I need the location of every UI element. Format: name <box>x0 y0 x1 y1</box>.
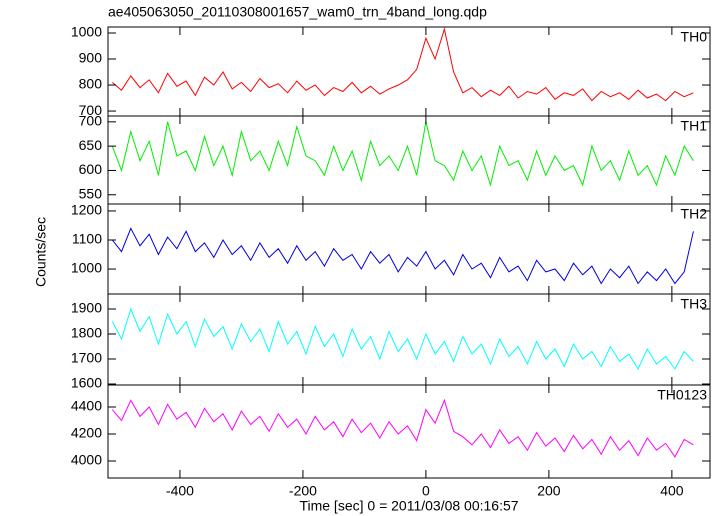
x-tick-label: 400 <box>660 483 684 499</box>
data-line <box>111 398 694 458</box>
y-tick-label: 900 <box>79 50 103 66</box>
data-line <box>111 227 694 285</box>
y-tick-label: 700 <box>79 113 103 129</box>
x-tick-label: 200 <box>537 483 561 499</box>
y-tick-label: 1100 <box>72 231 102 247</box>
series-label: TH2 <box>681 206 708 222</box>
y-tick-label: 1800 <box>71 325 102 341</box>
y-tick-label: 700 <box>79 102 103 118</box>
panel-frame <box>107 384 711 479</box>
data-line <box>111 121 694 187</box>
y-tick-label: 800 <box>79 76 103 92</box>
panel-frame <box>107 293 711 386</box>
panel-frame <box>107 26 711 117</box>
data-line <box>111 307 694 371</box>
x-tick-label: 0 <box>422 483 430 499</box>
chart-title: ae405063050_20110308001657_wam0_trn_4ban… <box>108 4 487 20</box>
series-label: TH0123 <box>657 387 707 403</box>
x-tick-label: -200 <box>289 483 317 499</box>
y-tick-label: 1700 <box>71 350 102 366</box>
y-tick-label: 550 <box>79 185 103 201</box>
data-line <box>111 27 694 102</box>
y-tick-label: 4400 <box>71 398 102 414</box>
y-tick-label: 650 <box>79 137 103 153</box>
series-label: TH3 <box>681 296 708 312</box>
y-tick-label: 1900 <box>71 300 102 316</box>
x-tick-label: -400 <box>166 483 194 499</box>
x-axis-label: Time [sec] 0 = 2011/03/08 00:16:57 <box>299 498 518 514</box>
y-tick-label: 1000 <box>71 260 102 276</box>
y-tick-label: 4000 <box>71 452 102 468</box>
y-tick-label: 1200 <box>71 202 102 218</box>
series-label: TH0 <box>681 29 708 45</box>
y-axis-label: Counts/sec <box>33 217 49 287</box>
y-tick-label: 1600 <box>71 375 102 391</box>
y-tick-label: 4200 <box>71 425 102 441</box>
y-tick-label: 1000 <box>71 24 102 40</box>
series-label: TH1 <box>681 118 708 134</box>
y-tick-label: 600 <box>79 161 103 177</box>
